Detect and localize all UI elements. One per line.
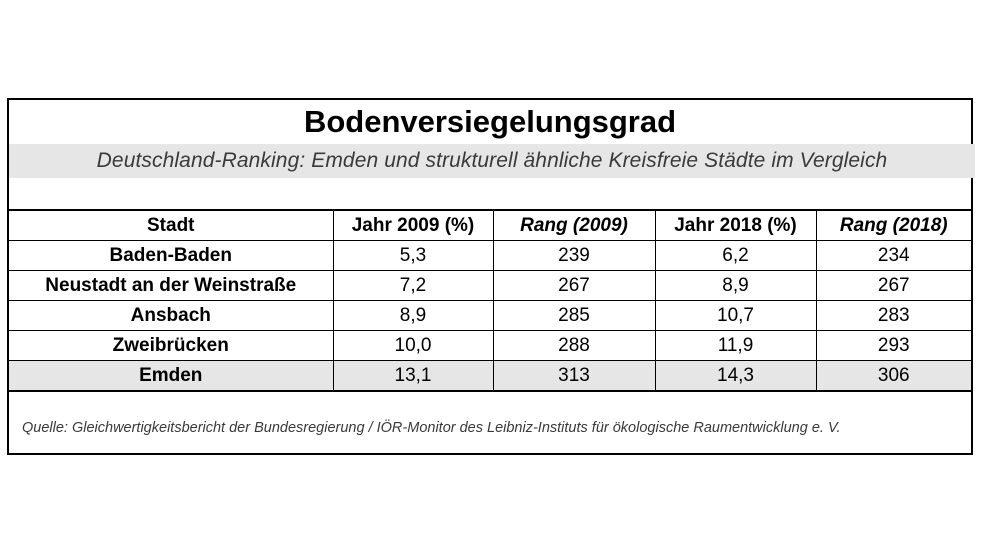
table-row: Neustadt an der Weinstraße 7,2 267 8,9 2… [9, 270, 971, 301]
source-note: Quelle: Gleichwertigkeitsbericht der Bun… [22, 420, 841, 436]
rank-2009-cell: 285 [492, 300, 655, 331]
header-jahr-2009: Jahr 2009 (%) [332, 209, 493, 241]
value-2009-cell: 10,0 [332, 330, 493, 361]
header-rang-2018: Rang (2018) [815, 209, 971, 241]
table-row: Zweibrücken 10,0 288 11,9 293 [9, 330, 971, 361]
rank-2018-cell: 306 [815, 360, 971, 392]
rank-2018-cell: 234 [815, 240, 971, 271]
value-2009-cell: 5,3 [332, 240, 493, 271]
figure-title: Bodenversiegelungsgrad [303, 104, 677, 139]
city-cell: Emden [9, 360, 333, 392]
rank-2009-cell: 288 [492, 330, 655, 361]
table-header-row: Stadt Jahr 2009 (%) Rang (2009) Jahr 201… [9, 209, 971, 241]
city-cell: Ansbach [9, 300, 333, 331]
rank-2009-cell: 267 [492, 270, 655, 301]
rank-2009-cell: 313 [492, 360, 655, 392]
header-stadt: Stadt [9, 209, 333, 241]
city-cell: Zweibrücken [9, 330, 333, 361]
figure-subtitle: Deutschland-Ranking: Emden und strukture… [9, 144, 975, 178]
city-cell: Neustadt an der Weinstraße [9, 270, 333, 301]
value-2018-cell: 14,3 [654, 360, 816, 392]
city-cell: Baden-Baden [9, 240, 333, 271]
ranking-figure: Bodenversiegelungsgrad Deutschland-Ranki… [7, 98, 975, 455]
value-2018-cell: 11,9 [654, 330, 816, 361]
value-2018-cell: 8,9 [654, 270, 816, 301]
value-2009-cell: 7,2 [332, 270, 493, 301]
table-row: Baden-Baden 5,3 239 6,2 234 [9, 240, 971, 271]
rank-2018-cell: 283 [815, 300, 971, 331]
ranking-table: Stadt Jahr 2009 (%) Rang (2009) Jahr 201… [9, 209, 971, 392]
table-row: Ansbach 8,9 285 10,7 283 [9, 300, 971, 331]
value-2009-cell: 8,9 [332, 300, 493, 331]
value-2018-cell: 6,2 [654, 240, 816, 271]
rank-2018-cell: 267 [815, 270, 971, 301]
table-row-highlighted: Emden 13,1 313 14,3 306 [9, 360, 971, 392]
header-jahr-2018: Jahr 2018 (%) [654, 209, 816, 241]
header-rang-2009: Rang (2009) [492, 209, 655, 241]
value-2009-cell: 13,1 [332, 360, 493, 392]
value-2018-cell: 10,7 [654, 300, 816, 331]
rank-2009-cell: 239 [492, 240, 655, 271]
rank-2018-cell: 293 [815, 330, 971, 361]
